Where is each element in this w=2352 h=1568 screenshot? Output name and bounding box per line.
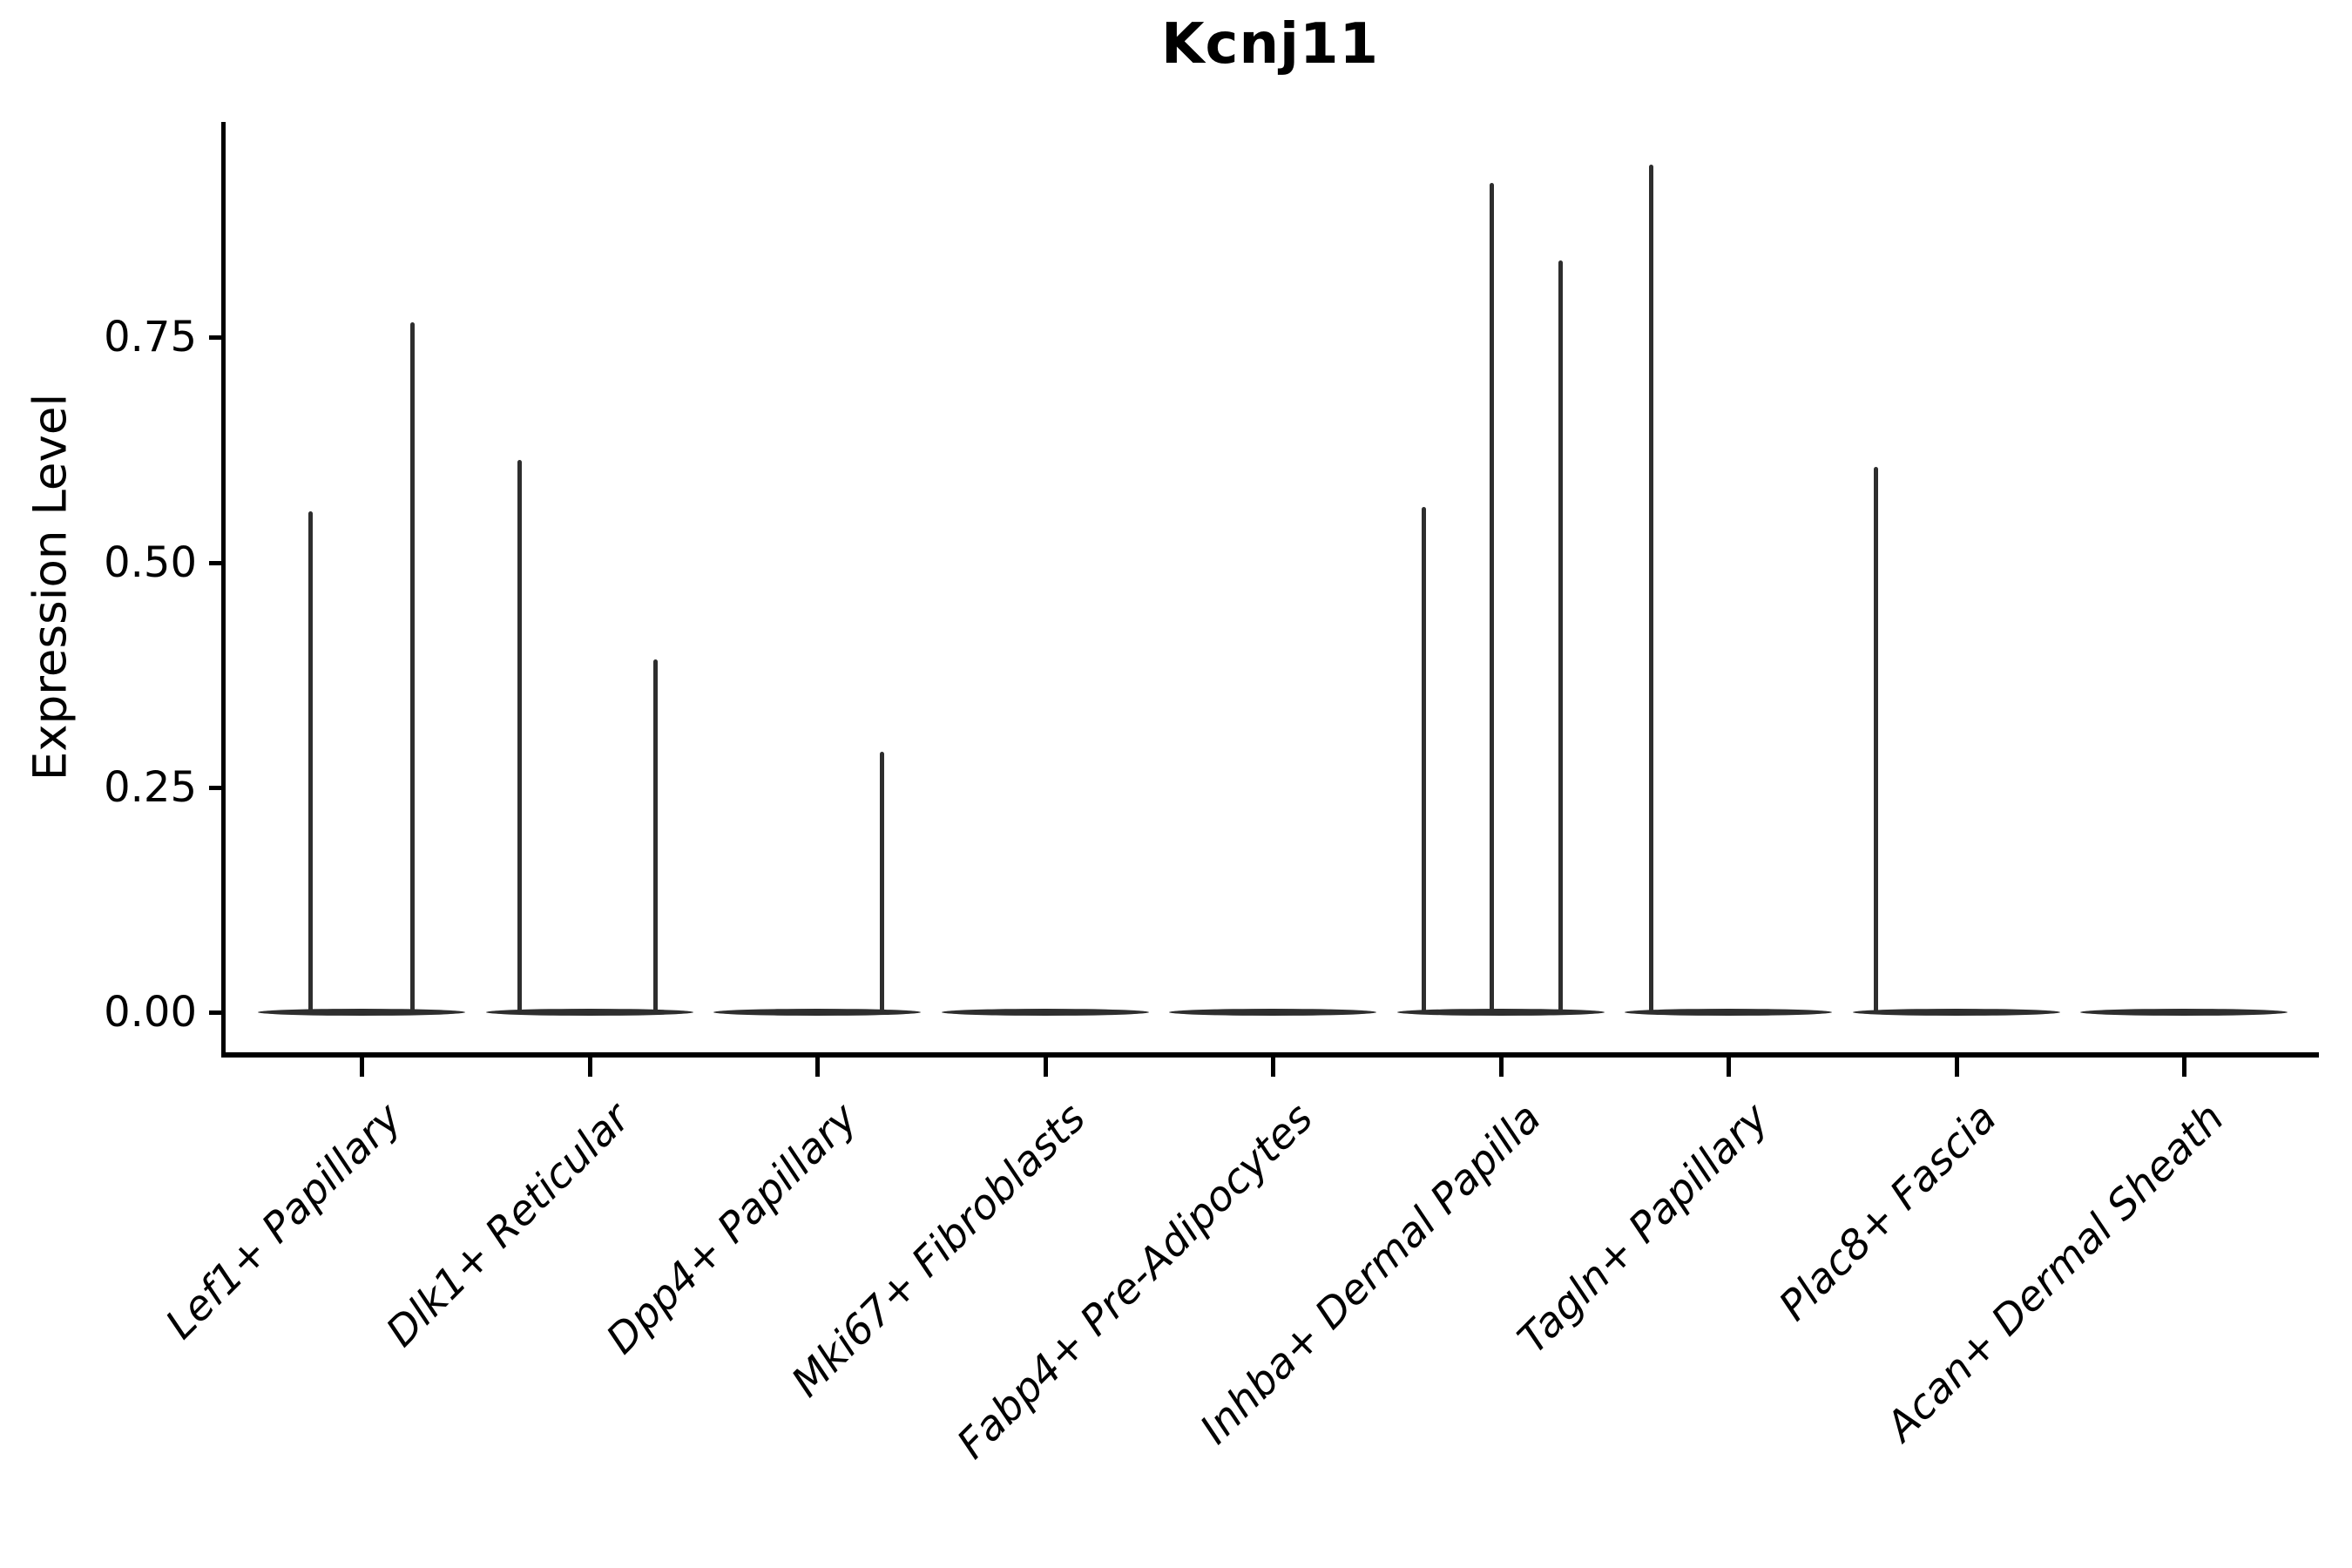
expression-spike (409, 321, 415, 1012)
violin-body (2080, 1009, 2288, 1016)
violin-body (1396, 1009, 1605, 1016)
expression-spike (653, 659, 658, 1012)
violin-body (713, 1009, 921, 1016)
x-tick (2182, 1058, 2186, 1077)
plot-title: Kcnj11 (1160, 12, 1380, 77)
x-tick (1727, 1058, 1731, 1077)
y-axis-spine (221, 122, 226, 1058)
x-tick (1954, 1058, 1959, 1077)
x-tick (1498, 1058, 1504, 1077)
expression-spike (517, 459, 522, 1012)
violin-body (485, 1009, 693, 1016)
violin-body (1625, 1009, 1832, 1016)
y-tick-label: 0.75 (104, 313, 197, 362)
violin-body (1169, 1009, 1376, 1016)
y-tick (209, 1010, 221, 1015)
violin-body (941, 1009, 1149, 1016)
expression-spike (1558, 260, 1563, 1012)
y-tick (209, 560, 221, 565)
violin-body (1852, 1009, 2060, 1016)
y-tick (209, 335, 221, 341)
x-tick (360, 1058, 364, 1077)
expression-spike (1422, 507, 1426, 1012)
x-axis-spine (221, 1052, 2319, 1058)
y-tick-label: 0.25 (104, 762, 197, 812)
y-tick-label: 0.50 (104, 537, 197, 587)
expression-spike (308, 510, 313, 1012)
violin-body (258, 1009, 465, 1016)
x-tick (1271, 1058, 1275, 1077)
expression-spike (1874, 467, 1878, 1012)
y-tick (209, 785, 221, 790)
expression-spike (1648, 164, 1653, 1012)
expression-spike (879, 752, 884, 1012)
x-tick (815, 1058, 820, 1077)
expression-spike (1490, 182, 1494, 1012)
x-tick (587, 1058, 592, 1077)
x-tick (1043, 1058, 1048, 1077)
y-tick-label: 0.00 (104, 988, 197, 1037)
